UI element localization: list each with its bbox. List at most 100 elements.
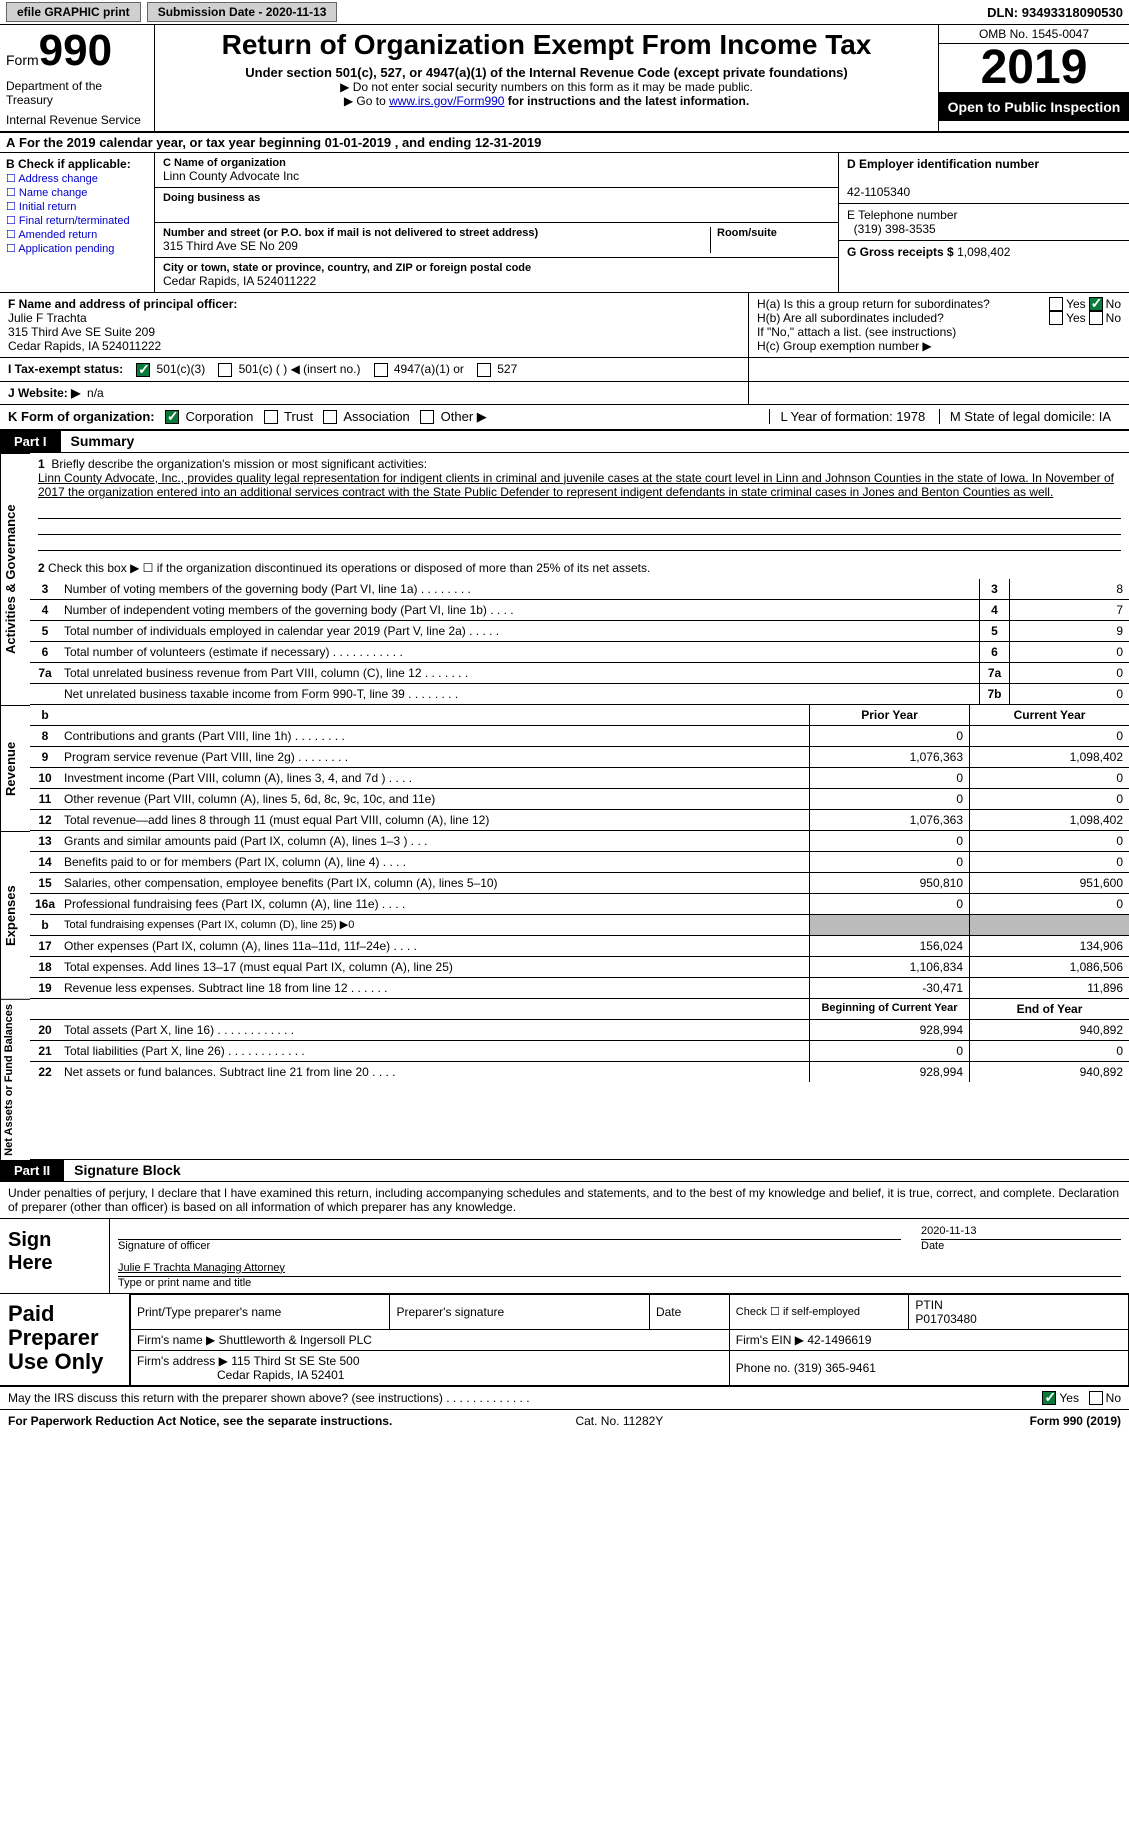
hb-label: H(b) Are all subordinates included? [757,311,1046,325]
phone-cell: E Telephone number (319) 398-3535 [839,204,1129,241]
dln-value: 93493318090530 [1022,5,1123,20]
current-year-col: Current Year [969,705,1129,725]
section-net-assets: Beginning of Current YearEnd of Year 20T… [30,999,1129,1160]
irs-link[interactable]: www.irs.gov/Form990 [389,94,504,108]
chk-application-pending[interactable]: ☐ Application pending [6,242,148,255]
line-3: 3Number of voting members of the governi… [30,579,1129,600]
chk-501c3[interactable] [136,363,150,377]
signature-block: Under penalties of perjury, I declare th… [0,1182,1129,1387]
row-f-h: F Name and address of principal officer:… [0,293,1129,358]
firm-name: Shuttleworth & Ingersoll PLC [219,1333,372,1347]
state-domicile: M State of legal domicile: IA [939,409,1121,424]
chk-address-change[interactable]: ☐ Address change [6,172,148,185]
signature-officer-label: Signature of officer [118,1240,901,1252]
line-4-value: 7 [1009,600,1129,620]
vlabel-governance: Activities & Governance [0,453,30,705]
row-i-j: I Tax-exempt status: 501(c)(3) 501(c) ( … [0,358,1129,405]
part1-header: Part I Summary [0,431,1129,453]
form-footer: Form 990 (2019) [1030,1414,1121,1428]
col-b-label: B Check if applicable: [6,157,131,171]
chk-final-return[interactable]: ☐ Final return/terminated [6,214,148,227]
hb-yes-checkbox[interactable] [1049,311,1063,325]
ha-yes-checkbox[interactable] [1049,297,1063,311]
line-13: 13Grants and similar amounts paid (Part … [30,831,1129,852]
form-number-cell: Form990 Department of the Treasury Inter… [0,25,155,131]
line-3-value: 8 [1009,579,1129,599]
dln: DLN: 93493318090530 [987,5,1123,20]
gross-receipts: 1,098,402 [957,245,1010,259]
line-7a-value: 0 [1009,663,1129,683]
officer-name: Julie F Trachta [8,311,87,325]
hb-no-checkbox[interactable] [1089,311,1103,325]
org-name: Linn County Advocate Inc [163,169,830,183]
gross-label: G Gross receipts $ [847,245,957,259]
chk-assoc[interactable] [323,410,337,424]
row-k: K Form of organization: Corporation Trus… [0,405,1129,431]
chk-527[interactable] [477,363,491,377]
firm-phone: (319) 365-9461 [794,1361,876,1375]
col-b-checkboxes: B Check if applicable: ☐ Address change … [0,153,155,292]
officer-label: F Name and address of principal officer: [8,297,237,311]
discuss-yes-checkbox[interactable] [1042,1391,1056,1405]
chk-corp[interactable] [165,410,179,424]
pra-notice: For Paperwork Reduction Act Notice, see … [8,1414,392,1428]
line-17: 17Other expenses (Part IX, column (A), l… [30,936,1129,957]
part1-tab: Part I [0,431,61,452]
row-a-tax-year: A For the 2019 calendar year, or tax yea… [0,133,1129,153]
submission-date-label: Submission Date - [158,5,266,19]
line-7b-value: 0 [1009,684,1129,704]
rule-line [38,505,1121,519]
address: 315 Third Ave SE No 209 [163,239,710,253]
principal-officer: F Name and address of principal officer:… [0,293,749,357]
dept-irs: Internal Revenue Service [6,113,148,127]
line-12: 12Total revenue—add lines 8 through 11 (… [30,810,1129,830]
part2-header: Part II Signature Block [0,1160,1129,1182]
prep-sig-label: Preparer's signature [390,1294,649,1329]
discuss-no-checkbox[interactable] [1089,1391,1103,1405]
ha-label: H(a) Is this a group return for subordin… [757,297,1046,311]
firm-addr-label: Firm's address ▶ [137,1354,228,1368]
line-7a: 7aTotal unrelated business revenue from … [30,663,1129,684]
website-value: n/a [87,386,104,400]
row-k-label: K Form of organization: [8,409,155,424]
city-label: City or town, state or province, country… [163,262,830,274]
chk-4947[interactable] [374,363,388,377]
mission-row: 1 Briefly describe the organization's mi… [30,453,1129,503]
section-governance: 1 Briefly describe the organization's mi… [30,453,1129,705]
line-16b: bTotal fundraising expenses (Part IX, co… [30,915,1129,936]
efile-print-button[interactable]: efile GRAPHIC print [6,2,141,22]
ein-cell: D Employer identification number 42-1105… [839,153,1129,204]
cat-number: Cat. No. 11282Y [575,1414,663,1428]
org-name-label: C Name of organization [163,157,830,169]
chk-initial-return[interactable]: ☐ Initial return [6,200,148,213]
chk-trust[interactable] [264,410,278,424]
chk-amended-return[interactable]: ☐ Amended return [6,228,148,241]
open-to-public: Open to Public Inspection [939,93,1129,121]
footer-row: For Paperwork Reduction Act Notice, see … [0,1410,1129,1432]
line-7b: Net unrelated business taxable income fr… [30,684,1129,704]
paid-preparer-table: Print/Type preparer's name Preparer's si… [130,1294,1129,1385]
chk-501c[interactable] [218,363,232,377]
officer-name-title: Julie F Trachta Managing Attorney [118,1260,1121,1277]
vlabel-expenses: Expenses [0,831,30,999]
line-18: 18Total expenses. Add lines 13–17 (must … [30,957,1129,978]
website-label: J Website: ▶ [8,386,80,400]
line-21: 21Total liabilities (Part X, line 26) . … [30,1041,1129,1062]
line-8: 8Contributions and grants (Part VIII, li… [30,726,1129,747]
chk-name-change[interactable]: ☐ Name change [6,186,148,199]
officer-name-label: Type or print name and title [118,1277,1121,1289]
signature-date: 2020-11-13 [921,1223,1121,1240]
prep-name-label: Print/Type preparer's name [131,1294,390,1329]
dln-label: DLN: [987,5,1022,20]
gross-cell: G Gross receipts $ 1,098,402 [839,241,1129,263]
chk-other[interactable] [420,410,434,424]
phone-label: E Telephone number [847,208,958,222]
paid-preparer-label: Paid Preparer Use Only [0,1294,130,1385]
goto-note: ▶ Go to www.irs.gov/Form990 for instruct… [161,94,932,108]
sign-here-label: Sign Here [0,1219,110,1293]
paid-preparer-grid: Paid Preparer Use Only Print/Type prepar… [0,1294,1129,1387]
ha-no-checkbox[interactable] [1089,297,1103,311]
line-10: 10Investment income (Part VIII, column (… [30,768,1129,789]
tax-year: 2019 [939,44,1129,93]
perjury-declaration: Under penalties of perjury, I declare th… [0,1182,1129,1219]
